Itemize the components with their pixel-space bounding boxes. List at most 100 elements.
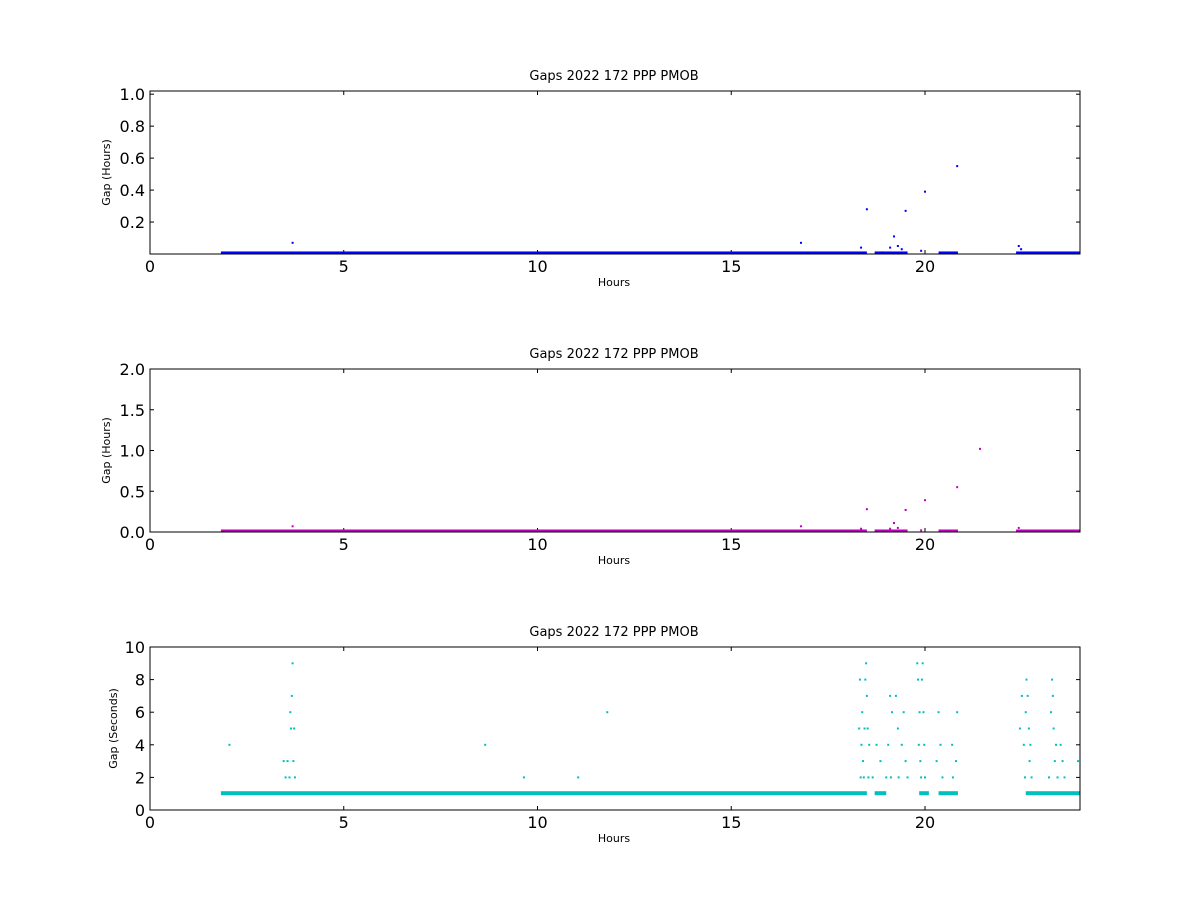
data-point: [859, 776, 862, 779]
data-point: [865, 694, 868, 697]
data-point: [904, 508, 907, 511]
baseline-marker-run: [1025, 791, 1080, 796]
data-point: [917, 678, 920, 681]
data-point: [889, 527, 892, 530]
data-point: [920, 529, 923, 532]
data-point: [897, 776, 900, 779]
data-point: [979, 447, 982, 450]
data-point: [865, 662, 868, 665]
y-tick-label: 0.6: [120, 149, 145, 168]
data-point: [889, 694, 892, 697]
data-point: [920, 249, 923, 252]
data-point: [1025, 678, 1028, 681]
y-tick-label: 10: [125, 638, 145, 657]
data-point: [881, 251, 884, 254]
data-series: [220, 165, 1080, 254]
x-axis-label: Hours: [598, 832, 630, 845]
data-point: [1017, 526, 1020, 529]
data-point: [1020, 694, 1023, 697]
data-point: [1054, 743, 1057, 746]
y-tick-label: 1.0: [120, 85, 145, 104]
data-point: [282, 760, 285, 763]
data-point: [917, 743, 920, 746]
y-tick-label: 0.4: [120, 181, 145, 200]
data-point: [1020, 248, 1023, 251]
data-point: [935, 760, 938, 763]
baseline-marker-run: [938, 529, 958, 532]
data-point: [1061, 760, 1064, 763]
x-tick-label: 5: [339, 813, 349, 832]
data-point: [879, 760, 882, 763]
data-point: [904, 760, 907, 763]
data-point: [885, 776, 888, 779]
data-point: [889, 776, 892, 779]
y-axis-label: Gap (Hours): [100, 417, 113, 484]
y-tick-label: 0: [135, 801, 145, 820]
data-point: [1028, 760, 1031, 763]
data-point: [1056, 776, 1059, 779]
data-point: [284, 776, 287, 779]
data-point: [289, 711, 292, 714]
baseline-marker-run: [220, 791, 867, 796]
data-point: [228, 743, 231, 746]
data-point: [868, 743, 871, 746]
data-point: [1027, 727, 1030, 730]
data-point: [800, 525, 802, 528]
data-point: [893, 235, 895, 238]
x-tick-label: 20: [915, 535, 935, 554]
data-point: [290, 694, 293, 697]
data-point: [1022, 743, 1025, 746]
y-tick-label: 0.2: [120, 213, 145, 232]
data-point: [606, 711, 609, 714]
data-point: [896, 526, 899, 529]
data-point: [906, 776, 909, 779]
data-point: [939, 743, 942, 746]
data-point: [891, 711, 894, 714]
plot-frame: [149, 368, 1081, 533]
data-point: [919, 760, 922, 763]
y-axis-label: Gap (Seconds): [107, 688, 120, 769]
data-point: [924, 776, 926, 779]
data-point: [955, 760, 957, 763]
data-point: [1029, 743, 1032, 746]
data-point: [894, 694, 897, 697]
x-tick-label: 20: [915, 257, 935, 276]
y-tick-label: 6: [135, 703, 145, 722]
y-tick-label: 2.0: [120, 360, 145, 379]
data-point: [865, 508, 868, 511]
baseline-marker-run: [220, 529, 867, 532]
x-tick-label: 5: [339, 535, 349, 554]
x-tick-label: 15: [721, 535, 741, 554]
data-point: [896, 727, 899, 730]
data-point: [291, 241, 294, 244]
data-point: [860, 246, 863, 249]
data-point: [1051, 694, 1054, 697]
data-point: [860, 527, 863, 530]
data-point: [941, 776, 944, 779]
data-point: [293, 727, 296, 730]
baseline-marker-run: [1016, 251, 1080, 254]
plot-frame: [149, 646, 1081, 811]
data-point: [956, 486, 959, 489]
data-point: [922, 711, 925, 714]
data-point: [866, 727, 869, 730]
data-point: [902, 711, 905, 714]
y-tick-label: 8: [135, 671, 145, 690]
data-point: [293, 776, 296, 779]
x-tick-label: 15: [721, 813, 741, 832]
x-tick-label: 15: [721, 257, 741, 276]
data-point: [858, 727, 861, 730]
data-point: [800, 241, 802, 244]
data-point: [896, 245, 899, 248]
data-point: [923, 743, 926, 746]
data-point: [288, 776, 291, 779]
data-point: [1053, 760, 1056, 763]
x-tick-label: 10: [527, 257, 547, 276]
data-point: [871, 776, 874, 779]
data-point: [290, 727, 293, 730]
y-tick-label: 1.5: [120, 401, 145, 420]
data-point: [1059, 743, 1062, 746]
x-axis-label: Hours: [598, 276, 630, 289]
y-tick-label: 2: [135, 768, 145, 787]
